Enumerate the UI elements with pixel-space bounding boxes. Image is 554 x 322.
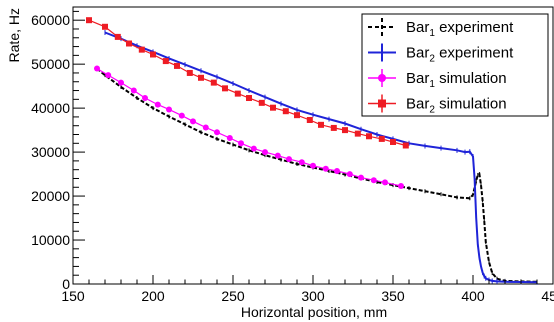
- data-point: [398, 182, 404, 189]
- legend: Bar1 experiment Bar2 experiment Bar1 simul…: [361, 13, 549, 117]
- series-line: [88, 19, 406, 147]
- y-tick-label: 10000: [31, 232, 70, 248]
- y-axis-title: Rate, Hz: [6, 8, 22, 62]
- data-point: [282, 108, 289, 115]
- data-point: [105, 72, 112, 79]
- data-point: [210, 79, 217, 86]
- data-point: [130, 87, 137, 94]
- y-tick-label: 30000: [31, 144, 70, 160]
- x-tick-label: 150: [61, 288, 85, 304]
- data-point: [162, 58, 169, 65]
- data-point: [202, 124, 209, 131]
- data-point: [270, 104, 276, 111]
- legend-symbol-4: [368, 94, 396, 113]
- data-point: [390, 138, 396, 145]
- data-point: [298, 159, 305, 166]
- data-point: [126, 40, 132, 47]
- series-layer: [86, 17, 538, 285]
- data-point: [94, 65, 100, 72]
- series-4: [86, 17, 409, 149]
- x-tick-label: 350: [381, 288, 405, 304]
- data-point: [114, 33, 121, 40]
- legend-marker: [378, 74, 386, 82]
- y-tick-label: 20000: [31, 188, 70, 204]
- series-2: [104, 30, 538, 285]
- data-point: [226, 135, 233, 142]
- data-point: [294, 112, 300, 119]
- data-point: [262, 149, 268, 156]
- x-axis-title: Horizontal position, mm: [241, 304, 387, 320]
- data-point: [310, 162, 316, 169]
- data-point: [86, 17, 92, 24]
- y-tick-label: 40000: [31, 100, 70, 116]
- data-point: [118, 79, 124, 86]
- data-point: [258, 99, 265, 106]
- data-point: [402, 142, 409, 149]
- data-point: [178, 112, 185, 119]
- data-point: [190, 118, 196, 125]
- data-point: [214, 129, 220, 136]
- legend-box: [361, 13, 549, 117]
- x-tick-label: 250: [221, 288, 245, 304]
- legend-label-1: Bar1 experiment: [406, 19, 514, 39]
- x-tick-label: 450: [541, 288, 554, 304]
- data-point: [174, 62, 180, 69]
- data-point: [274, 152, 281, 159]
- data-point: [366, 133, 372, 140]
- data-point: [322, 165, 329, 172]
- data-point: [198, 74, 204, 81]
- data-point: [250, 145, 257, 152]
- data-point: [378, 135, 385, 142]
- legend-label-3: Bar1 simulation: [406, 70, 507, 90]
- data-point: [382, 179, 388, 186]
- y-tick-label: 60000: [31, 12, 70, 28]
- data-point: [370, 177, 377, 184]
- legend-label-4: Bar2 simulation: [406, 96, 507, 116]
- data-point: [306, 116, 313, 123]
- series-line: [104, 31, 538, 284]
- data-point: [102, 23, 108, 30]
- legend-marker: [378, 99, 386, 108]
- y-tick-label: 0: [62, 276, 70, 292]
- legend-symbol-1: [368, 18, 396, 36]
- data-point: [138, 46, 145, 53]
- x-tick-label: 400: [461, 288, 485, 304]
- legend-symbol-2: [368, 43, 396, 62]
- data-point: [246, 95, 252, 102]
- data-point: [342, 127, 348, 134]
- data-point: [154, 101, 161, 108]
- data-point: [346, 171, 353, 178]
- data-point: [142, 95, 148, 102]
- legend-label-2: Bar2 experiment: [406, 45, 514, 65]
- legend-symbol-3: [368, 69, 396, 87]
- data-point: [166, 106, 172, 113]
- data-point: [234, 90, 241, 97]
- axes-layer: 150 200 250 300 350 400 450 0 10000 20000 30000 400…: [31, 10, 554, 304]
- data-point: [286, 156, 292, 163]
- data-point: [318, 121, 324, 128]
- data-point: [358, 174, 364, 181]
- data-point: [222, 85, 228, 92]
- data-point: [334, 168, 340, 175]
- x-tick-label: 300: [301, 288, 325, 304]
- series-3: [94, 65, 404, 189]
- data-point: [150, 51, 156, 58]
- data-point: [238, 140, 244, 147]
- data-point: [186, 69, 193, 76]
- data-point: [354, 130, 361, 137]
- data-point: [330, 124, 337, 131]
- y-tick-label: 50000: [31, 56, 70, 72]
- x-tick-label: 200: [141, 288, 165, 304]
